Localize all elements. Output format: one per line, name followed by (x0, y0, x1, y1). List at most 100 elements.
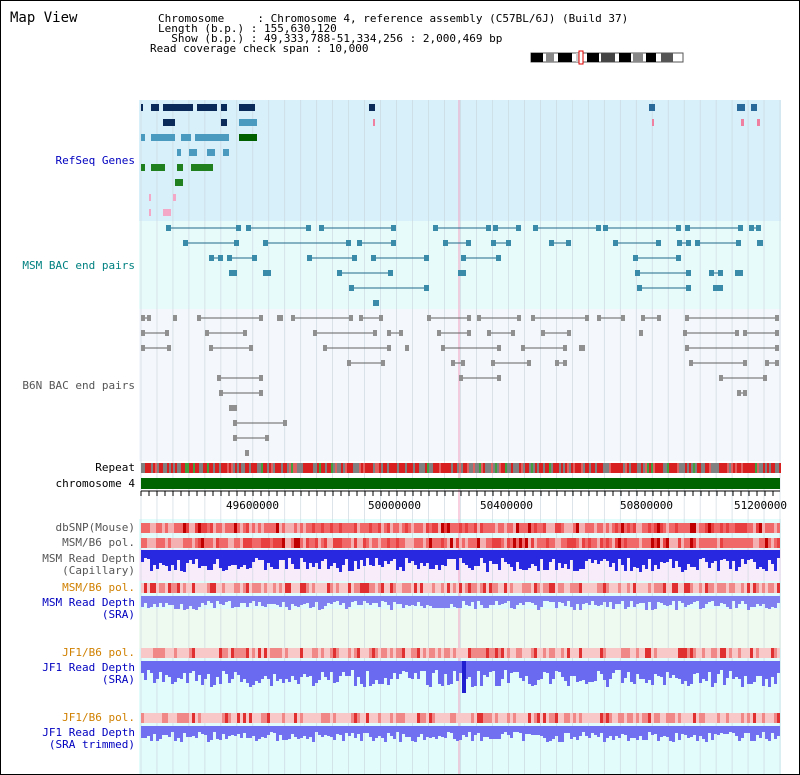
jf1-b6-pol-heat-cell (606, 648, 609, 658)
msm-sra-depth-bar (678, 596, 681, 601)
msm-sra-depth-bar (387, 596, 390, 605)
msm-b6-pol-heat-cell (378, 538, 381, 548)
jf1-sra-depth-bar (579, 661, 582, 681)
jf1-sra-depth-bar (459, 661, 462, 673)
msm-capillary-depth-bar (189, 550, 192, 560)
jf1-trimmed-depth-bar (546, 726, 549, 742)
jf1-sra-depth-bar (210, 661, 213, 687)
repeat-segment (403, 463, 405, 473)
msm-sra-depth-bar (522, 596, 525, 605)
dbsnp-heat-cell (606, 523, 609, 533)
jf1-b6-pol-heat-cell (609, 713, 612, 723)
msm-sra-depth-bar (561, 596, 564, 603)
dbsnp-heat-cell (462, 523, 465, 533)
jf1-trimmed-depth-bar (675, 726, 678, 733)
msm-b6-pol-heat-cell (198, 583, 201, 593)
repeat-segment (521, 463, 523, 473)
msm-sra-depth-bar (261, 596, 264, 606)
repeat-segment (339, 463, 341, 473)
repeat-segment (317, 463, 319, 473)
msm-b6-pol-heat-cell (366, 583, 369, 593)
jf1-b6-pol-heat-cell (669, 648, 672, 658)
dbsnp-heat-cell (432, 523, 435, 533)
msm-b6-pol-heat-cell (621, 538, 624, 548)
dbsnp-heat-cell (150, 523, 153, 533)
jf1-trimmed-depth-bar (432, 726, 435, 737)
jf1-sra-depth-bar (486, 661, 489, 677)
msm-b6-pol-heat-cell (612, 538, 615, 548)
msm-sra-depth-bar (777, 596, 780, 603)
msm-b6-pol-heat-cell (402, 538, 405, 548)
jf1-sra-depth-bar (375, 661, 378, 680)
jf1-trimmed-depth-bar (477, 726, 480, 733)
msm-capillary-depth-bar (594, 550, 597, 560)
jf1-sra-depth-bar (474, 661, 477, 686)
repeat-segment (311, 463, 313, 473)
jf1-sra-depth-bar (360, 661, 363, 684)
msm-bac-end-right (388, 270, 393, 276)
jf1-trimmed-depth-bar (519, 726, 522, 733)
repeat-segment (681, 463, 683, 473)
dbsnp-heat-cell (732, 523, 735, 533)
jf1-b6-pol-heat-cell (720, 713, 723, 723)
msm-b6-pol-heat-cell (477, 538, 480, 548)
jf1-b6-pol-heat-cell (771, 648, 774, 658)
repeat-segment (577, 463, 579, 473)
dbsnp-heat-cell (207, 523, 210, 533)
msm-b6-pol-heat-cell (729, 583, 732, 593)
msm-capillary-depth-bar (555, 550, 558, 570)
msm-capillary-depth-bar (573, 550, 576, 571)
jf1-sra-depth-bar (600, 661, 603, 674)
msm-capillary-depth-bar (207, 550, 210, 570)
b6n-bac-end-left (141, 330, 145, 336)
repeat-segment (321, 463, 323, 473)
msm-b6-pol-heat-cell (570, 538, 573, 548)
jf1-b6-pol-heat-cell (681, 713, 684, 723)
jf1-sra-depth-bar (513, 661, 516, 672)
repeat-segment (749, 463, 751, 473)
jf1-b6-pol-heat-cell (261, 648, 264, 658)
jf1-b6-pol-heat-cell (225, 648, 228, 658)
jf1-trimmed-depth-bar (258, 726, 261, 739)
jf1-b6-pol-heat-cell (408, 713, 411, 723)
msm-capillary-depth-bar (360, 550, 363, 560)
jf1-trimmed-depth-bar (390, 726, 393, 736)
dbsnp-heat-cell (333, 523, 336, 533)
b6n-bac-end-left (233, 435, 237, 441)
dbsnp-label: dbSNP(Mouse) (55, 521, 135, 534)
msm-capillary-depth-bar (498, 550, 501, 570)
repeat-segment (585, 463, 587, 473)
msm-b6-pol-heat-cell (657, 538, 660, 548)
msm-capillary-depth-bar (543, 550, 546, 570)
msm-b6-pol-heat-cell (600, 583, 603, 593)
repeat-segment (199, 463, 201, 473)
jf1-depth-sra-label-1: JF1 Read Depth (42, 661, 135, 674)
msm-b6-pol-heat-cell (528, 538, 531, 548)
jf1-b6-pol-heat-cell (264, 713, 267, 723)
repeat-segment (659, 463, 661, 473)
msm-b6-pol-heat-cell (666, 538, 669, 548)
jf1-b6-pol-heat-cell (531, 648, 534, 658)
repeat-segment (401, 463, 403, 473)
msm-capillary-depth-bar (627, 550, 630, 558)
msm-bac-end-right (566, 240, 571, 246)
jf1-b6-pol-heat-cell (249, 648, 252, 658)
jf1-b6-pol-heat-cell (768, 713, 771, 723)
jf1-b6-pol-heat-cell (144, 648, 147, 658)
jf1-b6-pol-heat-cell (777, 713, 780, 723)
msm-bac-end-left (713, 285, 718, 291)
msm-b6-pol-heat-cell (201, 583, 204, 593)
jf1-b6-pol-heat-cell (222, 648, 225, 658)
repeat-segment (589, 463, 591, 473)
jf1-b6-pol-heat-cell (285, 713, 288, 723)
jf1-b6-pol-heat-cell (756, 648, 759, 658)
msm-b6-pol-heat-cell (771, 538, 774, 548)
jf1-b6-pol-heat-cell (213, 648, 216, 658)
msm-b6-pol-label-2: MSM/B6 pol. (62, 581, 135, 594)
jf1-b6-pol-heat-cell (492, 648, 495, 658)
jf1-sra-depth-bar (384, 661, 387, 678)
msm-capillary-depth-bar (519, 550, 522, 569)
repeat-segment (307, 463, 309, 473)
jf1-b6-pol-heat-cell (156, 648, 159, 658)
